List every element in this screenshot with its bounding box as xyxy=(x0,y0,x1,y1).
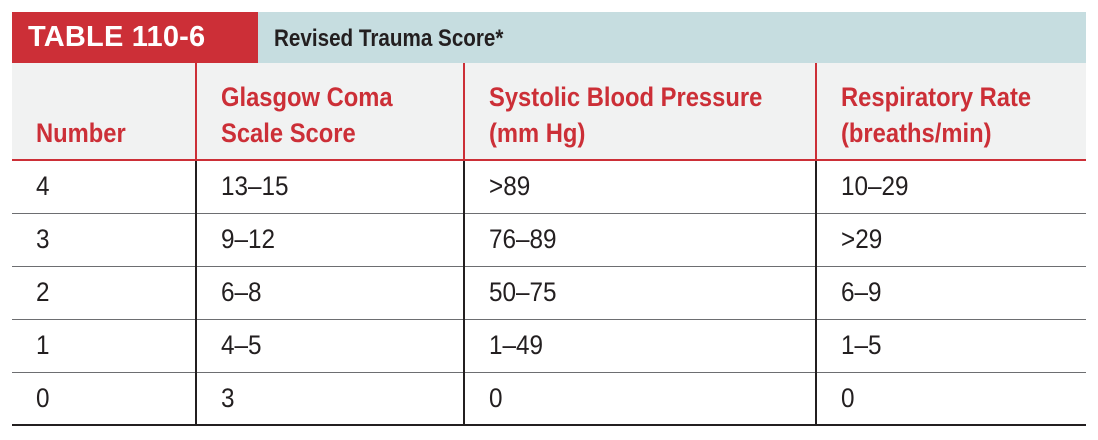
cell-sbp: 76–89 xyxy=(463,213,816,267)
cell-sbp-value: >89 xyxy=(489,171,531,202)
table-row: 4 13–15 >89 10–29 xyxy=(12,160,1086,214)
header-sbp-line-2: (mm Hg) xyxy=(489,118,586,148)
cell-gcs: 4–5 xyxy=(195,319,464,373)
cell-gcs: 13–15 xyxy=(195,160,464,214)
cell-number: 0 xyxy=(12,372,196,426)
cell-number: 3 xyxy=(12,213,196,267)
cell-number-value: 1 xyxy=(36,330,50,360)
cell-sbp: 50–75 xyxy=(463,266,816,320)
cell-gcs-value: 4–5 xyxy=(221,330,262,360)
cell-rr: 6–9 xyxy=(815,266,1086,320)
cell-number: 1 xyxy=(12,319,196,373)
cell-gcs: 9–12 xyxy=(195,213,464,267)
cell-gcs: 3 xyxy=(195,372,464,426)
table-row: 2 6–8 50–75 6–9 xyxy=(12,266,1086,320)
cell-rr-value: 0 xyxy=(841,382,855,413)
cell-gcs-value: 6–8 xyxy=(221,277,262,307)
cell-number-value: 0 xyxy=(36,382,50,413)
header-glasgow-coma-scale: Glasgow Coma Scale Score xyxy=(195,63,464,161)
cell-number: 4 xyxy=(12,160,196,214)
header-rr-line-1: Respiratory Rate xyxy=(841,82,1032,112)
header-gcs-line-1: Glasgow Coma xyxy=(221,82,393,112)
header-respiratory-rate: Respiratory Rate (breaths/min) xyxy=(815,63,1086,161)
header-number-label: Number xyxy=(36,118,126,148)
header-rr-line-2: (breaths/min) xyxy=(841,118,992,148)
cell-gcs-value: 3 xyxy=(221,382,235,413)
cell-rr-value: >29 xyxy=(841,224,883,254)
cell-sbp-value: 0 xyxy=(489,382,503,413)
table-title: Revised Trauma Score* xyxy=(274,25,504,52)
table-row: 3 9–12 76–89 >29 xyxy=(12,213,1086,267)
cell-sbp-value: 1–49 xyxy=(489,330,544,360)
cell-rr-value: 1–5 xyxy=(841,330,882,360)
header-sbp-line-1: Systolic Blood Pressure xyxy=(489,82,763,112)
cell-gcs-value: 13–15 xyxy=(221,171,289,202)
cell-sbp: >89 xyxy=(463,160,816,214)
cell-gcs: 6–8 xyxy=(195,266,464,320)
cell-number-value: 4 xyxy=(36,171,50,202)
cell-sbp-value: 76–89 xyxy=(489,224,557,254)
cell-gcs-value: 9–12 xyxy=(221,224,276,254)
cell-rr: 0 xyxy=(815,372,1086,426)
cell-rr: >29 xyxy=(815,213,1086,267)
cell-number-value: 3 xyxy=(36,224,50,254)
cell-number-value: 2 xyxy=(36,277,50,307)
header-gcs-line-2: Scale Score xyxy=(221,118,356,148)
header-row: Number Glasgow Coma Scale Score Systolic … xyxy=(12,63,1086,161)
cell-rr-value: 10–29 xyxy=(841,171,909,202)
cell-rr-value: 6–9 xyxy=(841,277,882,307)
cell-sbp: 1–49 xyxy=(463,319,816,373)
cell-sbp-value: 50–75 xyxy=(489,277,557,307)
header-systolic-blood-pressure: Systolic Blood Pressure (mm Hg) xyxy=(463,63,816,161)
cell-rr: 1–5 xyxy=(815,319,1086,373)
revised-trauma-score-table: Number Glasgow Coma Scale Score Systolic … xyxy=(12,63,1086,426)
table-row: 1 4–5 1–49 1–5 xyxy=(12,319,1086,373)
cell-number: 2 xyxy=(12,266,196,320)
header-number: Number xyxy=(12,63,196,161)
cell-sbp: 0 xyxy=(463,372,816,426)
table-row: 0 3 0 0 xyxy=(12,372,1086,426)
cell-rr: 10–29 xyxy=(815,160,1086,214)
table-title-bar: TABLE 110-6 Revised Trauma Score* xyxy=(12,12,1086,63)
table-number-label: TABLE 110-6 xyxy=(12,12,258,63)
